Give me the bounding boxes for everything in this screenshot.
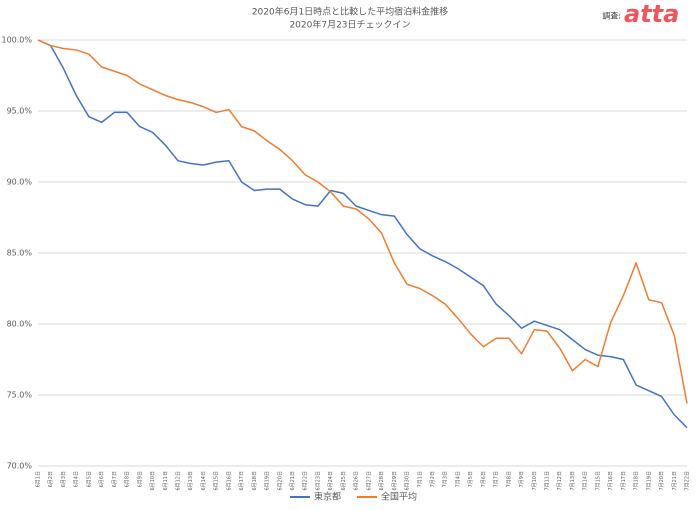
x-tick-label: 7月13日 <box>570 471 576 491</box>
y-tick-label: 75.0% <box>7 391 33 400</box>
x-tick-label: 6月4日 <box>74 471 80 487</box>
x-tick-label: 7月18日 <box>634 471 640 491</box>
x-tick-label: 6月29日 <box>392 471 398 491</box>
series-line <box>37 39 688 429</box>
x-tick-label: 6月25日 <box>341 471 347 491</box>
x-tick-label: 6月2日 <box>48 471 54 487</box>
chart-title: 2020年6月1日時点と比較した平均宿泊料金推移 <box>252 6 448 18</box>
x-tick-label: 6月19日 <box>265 471 271 491</box>
x-tick-label: 7月2日 <box>430 471 436 487</box>
x-tick-label: 7月5日 <box>468 471 474 487</box>
source-label: 調査: <box>602 11 621 21</box>
x-tick-label: 6月30日 <box>405 471 411 491</box>
x-tick-label: 6月17日 <box>239 471 245 491</box>
x-tick-label: 7月10日 <box>532 471 538 491</box>
x-tick-label: 6月14日 <box>201 471 207 491</box>
x-tick-label: 6月1日 <box>36 471 42 487</box>
x-tick-label: 6月12日 <box>175 471 181 491</box>
y-tick-label: 85.0% <box>7 249 33 258</box>
x-tick-label: 6月11日 <box>163 471 169 491</box>
x-tick-label: 6月3日 <box>61 471 67 487</box>
x-tick-label: 7月12日 <box>557 471 563 491</box>
x-tick-label: 6月8日 <box>125 471 131 487</box>
y-tick-label: 90.0% <box>7 178 33 187</box>
y-tick-label: 100.0% <box>1 36 32 45</box>
x-tick-label: 7月8日 <box>506 471 512 487</box>
x-tick-label: 6月10日 <box>150 471 156 491</box>
x-tick-label: 7月16日 <box>608 471 614 491</box>
x-tick-label: 6月20日 <box>277 471 283 491</box>
x-tick-label: 6月16日 <box>226 471 232 491</box>
x-tick-label: 6月15日 <box>214 471 220 491</box>
y-tick-label: 95.0% <box>7 107 33 116</box>
x-tick-label: 6月18日 <box>252 471 258 491</box>
x-tick-label: 7月11日 <box>545 471 551 491</box>
legend-label: 全国平均 <box>381 491 417 503</box>
y-tick-label: 70.0% <box>7 462 33 471</box>
chart-subtitle: 2020年7月23日チェックイン <box>289 19 410 31</box>
x-tick-label: 7月20日 <box>659 471 665 491</box>
x-tick-label: 6月21日 <box>290 471 296 491</box>
legend-label: 東京都 <box>314 491 341 503</box>
x-tick-label: 7月6日 <box>481 471 487 487</box>
x-tick-label: 7月17日 <box>621 471 627 491</box>
x-tick-label: 6月24日 <box>328 471 334 491</box>
x-tick-label: 6月22日 <box>303 471 309 491</box>
series-line <box>37 39 688 404</box>
x-tick-label: 6月7日 <box>112 471 118 487</box>
x-tick-label: 6月28日 <box>379 471 385 491</box>
x-tick-label: 7月22日 <box>685 471 691 491</box>
x-tick-label: 7月4日 <box>455 471 461 487</box>
x-tick-label: 7月3日 <box>443 471 449 487</box>
x-tick-label: 7月1日 <box>417 471 423 487</box>
x-tick-label: 6月13日 <box>188 471 194 491</box>
logo: atta <box>624 0 679 28</box>
x-tick-label: 7月7日 <box>494 471 500 487</box>
x-tick-label: 6月6日 <box>99 471 105 487</box>
x-tick-label: 6月5日 <box>86 471 92 487</box>
x-tick-label: 7月14日 <box>583 471 589 491</box>
y-tick-label: 80.0% <box>7 320 33 329</box>
x-tick-label: 7月15日 <box>595 471 601 491</box>
x-tick-label: 6月9日 <box>137 471 143 487</box>
x-tick-label: 7月21日 <box>672 471 678 491</box>
x-tick-label: 6月26日 <box>354 471 360 491</box>
x-tick-label: 7月9日 <box>519 471 525 487</box>
x-tick-label: 7月19日 <box>646 471 652 491</box>
x-tick-label: 6月23日 <box>315 471 321 491</box>
x-tick-label: 6月27日 <box>366 471 372 491</box>
